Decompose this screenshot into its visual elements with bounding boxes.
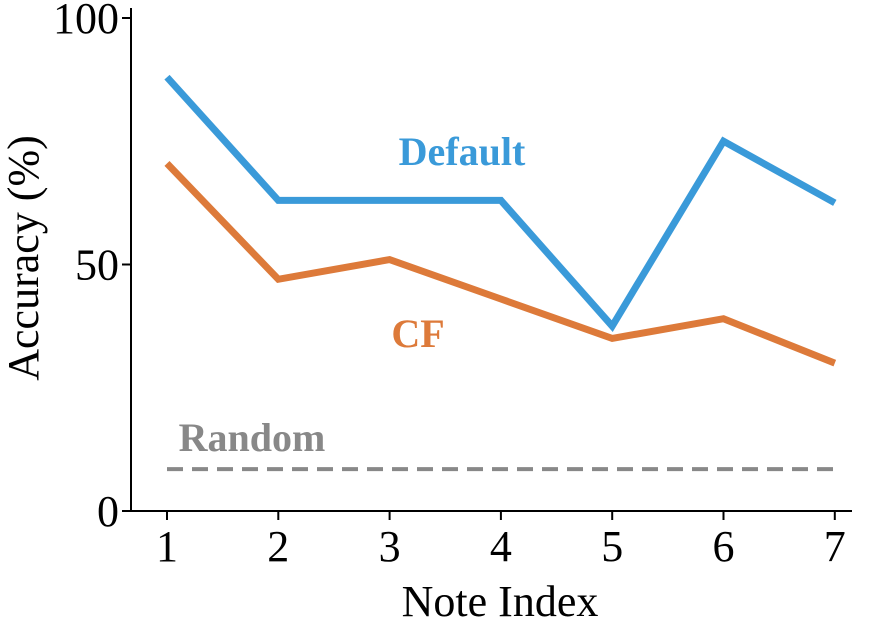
series-label-default: Default — [399, 129, 526, 174]
x-axis-title: Note Index — [402, 577, 599, 618]
y-tick-label: 50 — [75, 241, 119, 290]
x-tick-label: 6 — [713, 522, 735, 571]
series-label-cf: CF — [391, 311, 444, 356]
series-label-random: Random — [179, 415, 326, 460]
series-line-default — [164, 74, 837, 333]
x-tick-label: 2 — [267, 522, 289, 571]
series-group — [164, 74, 837, 472]
x-tick-label: 4 — [490, 522, 512, 571]
series-line-cf — [164, 161, 837, 367]
x-tick-label: 1 — [156, 522, 178, 571]
x-tick-label: 5 — [601, 522, 623, 571]
series-label-group: Default CF Random — [179, 129, 526, 460]
y-tick-label: 0 — [97, 487, 119, 536]
x-tick-label: 3 — [379, 522, 401, 571]
chart-axes — [130, 8, 852, 512]
tick-group: 1 2 3 4 5 6 7 0 50 100 — [53, 0, 846, 571]
y-axis-title: Accuracy (%) — [0, 135, 48, 381]
x-tick-label: 7 — [824, 522, 846, 571]
y-tick-label: 100 — [53, 0, 119, 43]
